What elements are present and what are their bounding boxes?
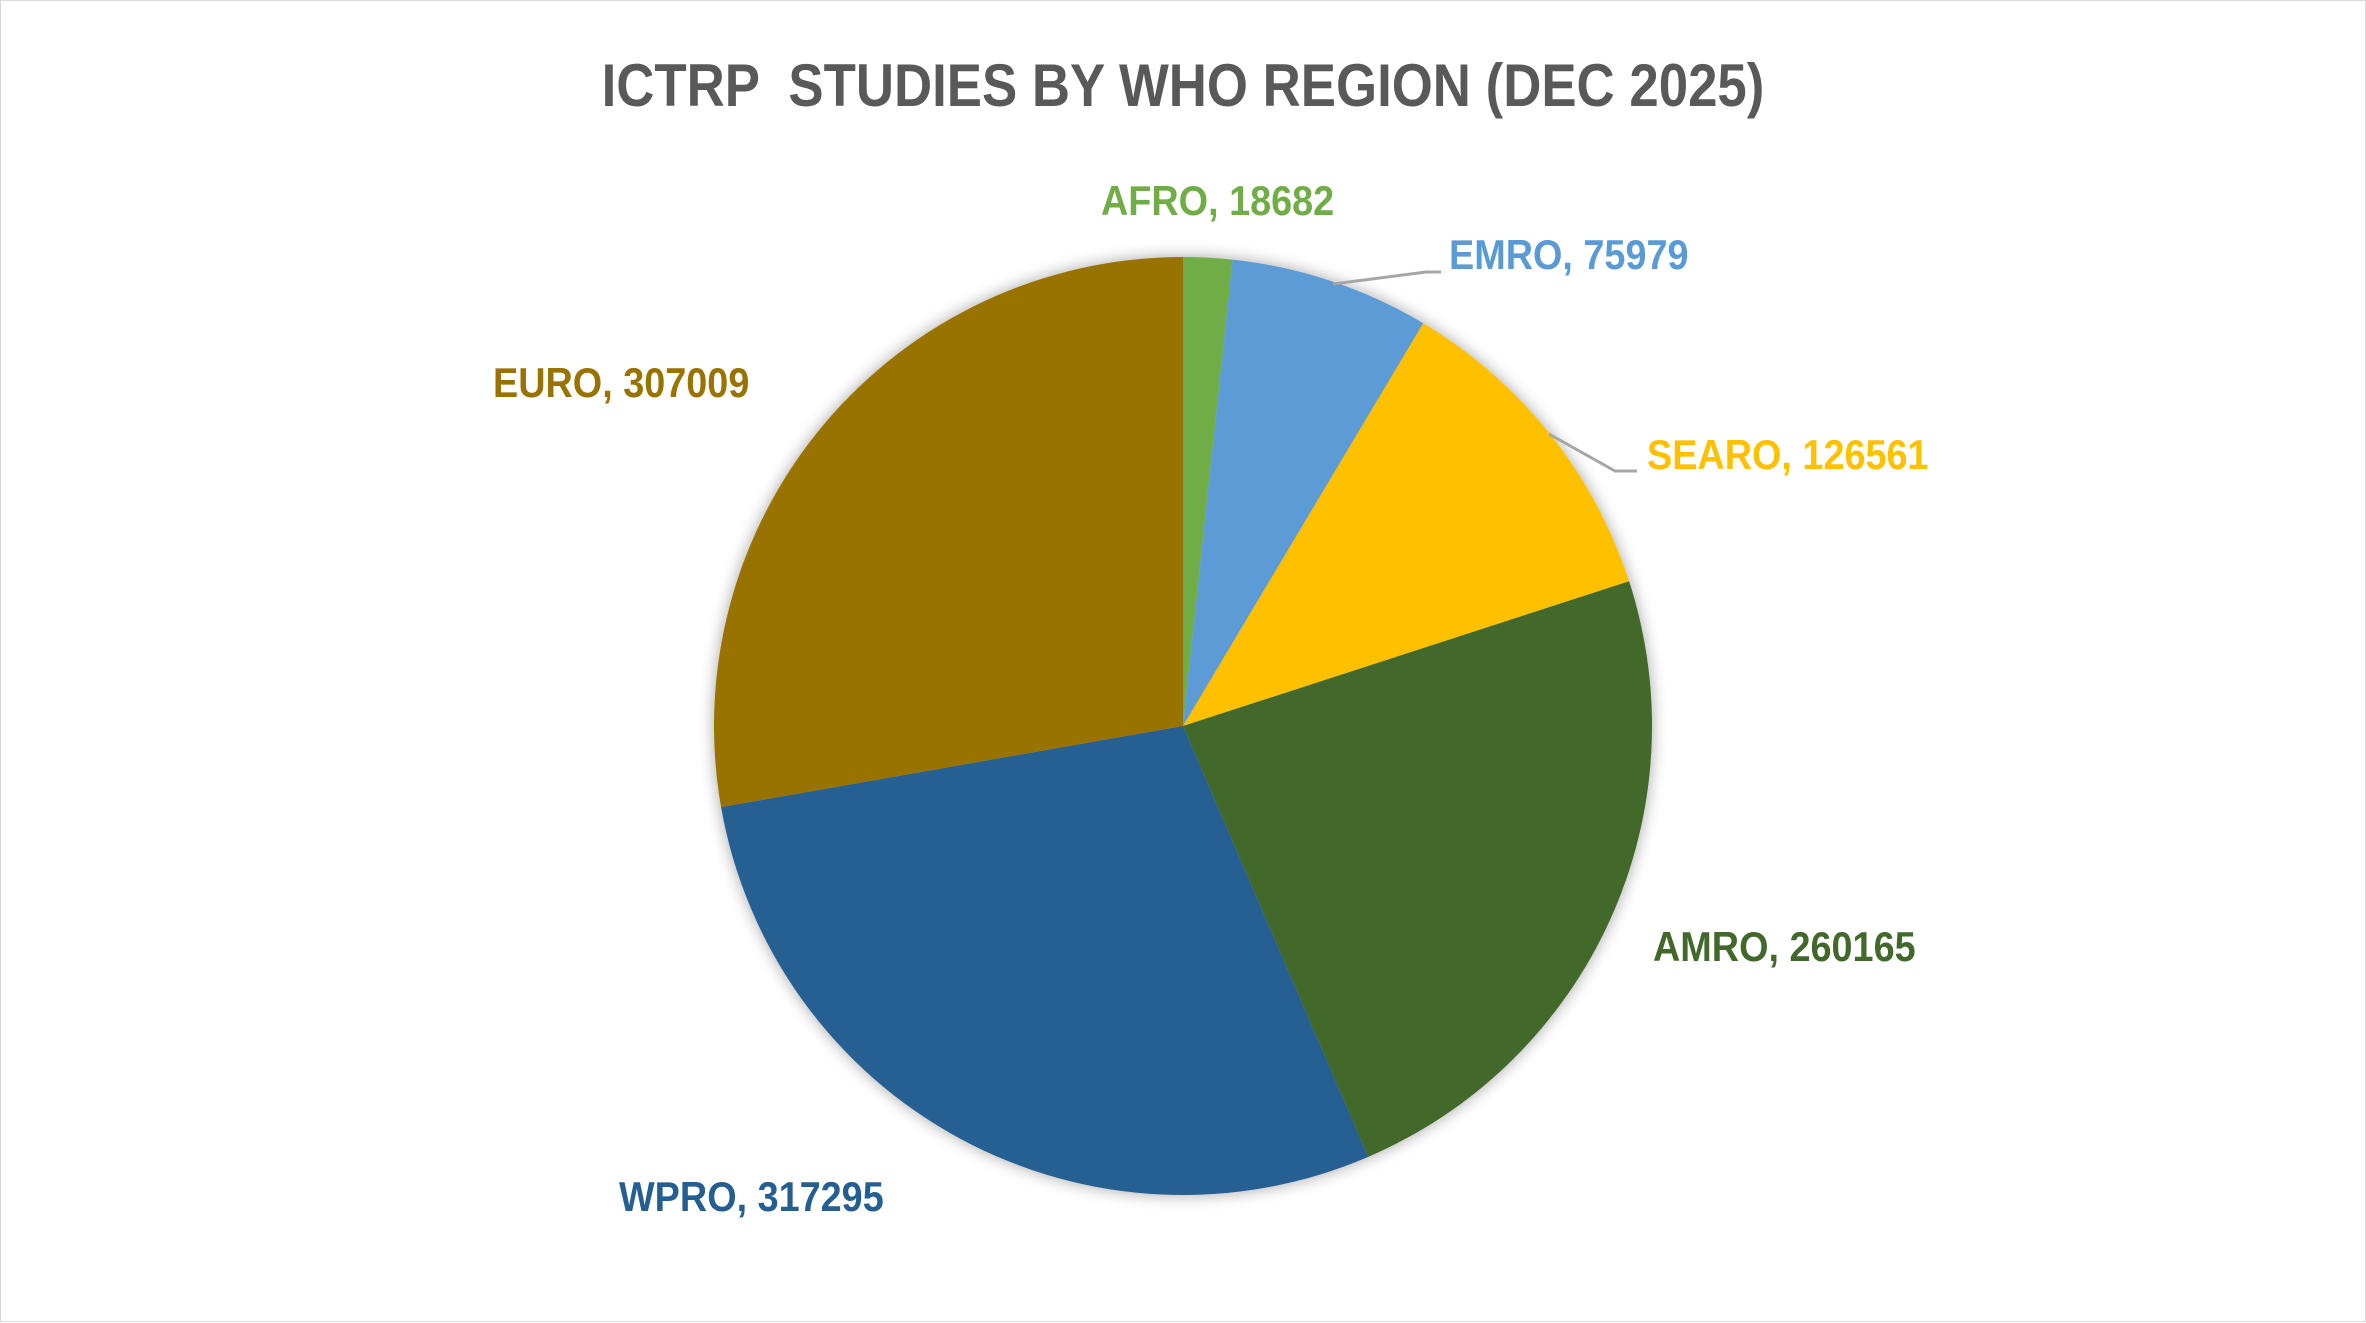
data-label-afro: AFRO, 18682: [1101, 177, 1335, 224]
pie-slice-afro: [1183, 257, 1233, 726]
leader-lines: [1332, 270, 1637, 473]
pie-slice-amro: [1183, 581, 1653, 1157]
data-label-wpro: WPRO, 317295: [619, 1173, 884, 1220]
pie-slice-searo: [1183, 323, 1630, 726]
pie-slice-euro: [714, 257, 1183, 808]
data-label-amro: AMRO, 260165: [1653, 923, 1916, 970]
data-label-euro: EURO, 307009: [493, 359, 750, 406]
pie-slice-wpro: [721, 726, 1369, 1195]
data-label-emro: EMRO, 75979: [1449, 231, 1689, 278]
pie-slice-emro: [1183, 259, 1424, 726]
chart-title: ICTRP STUDIES BY WHO REGION (DEC 2025): [601, 52, 1765, 119]
data-label-searo: SEARO, 126561: [1647, 431, 1929, 478]
